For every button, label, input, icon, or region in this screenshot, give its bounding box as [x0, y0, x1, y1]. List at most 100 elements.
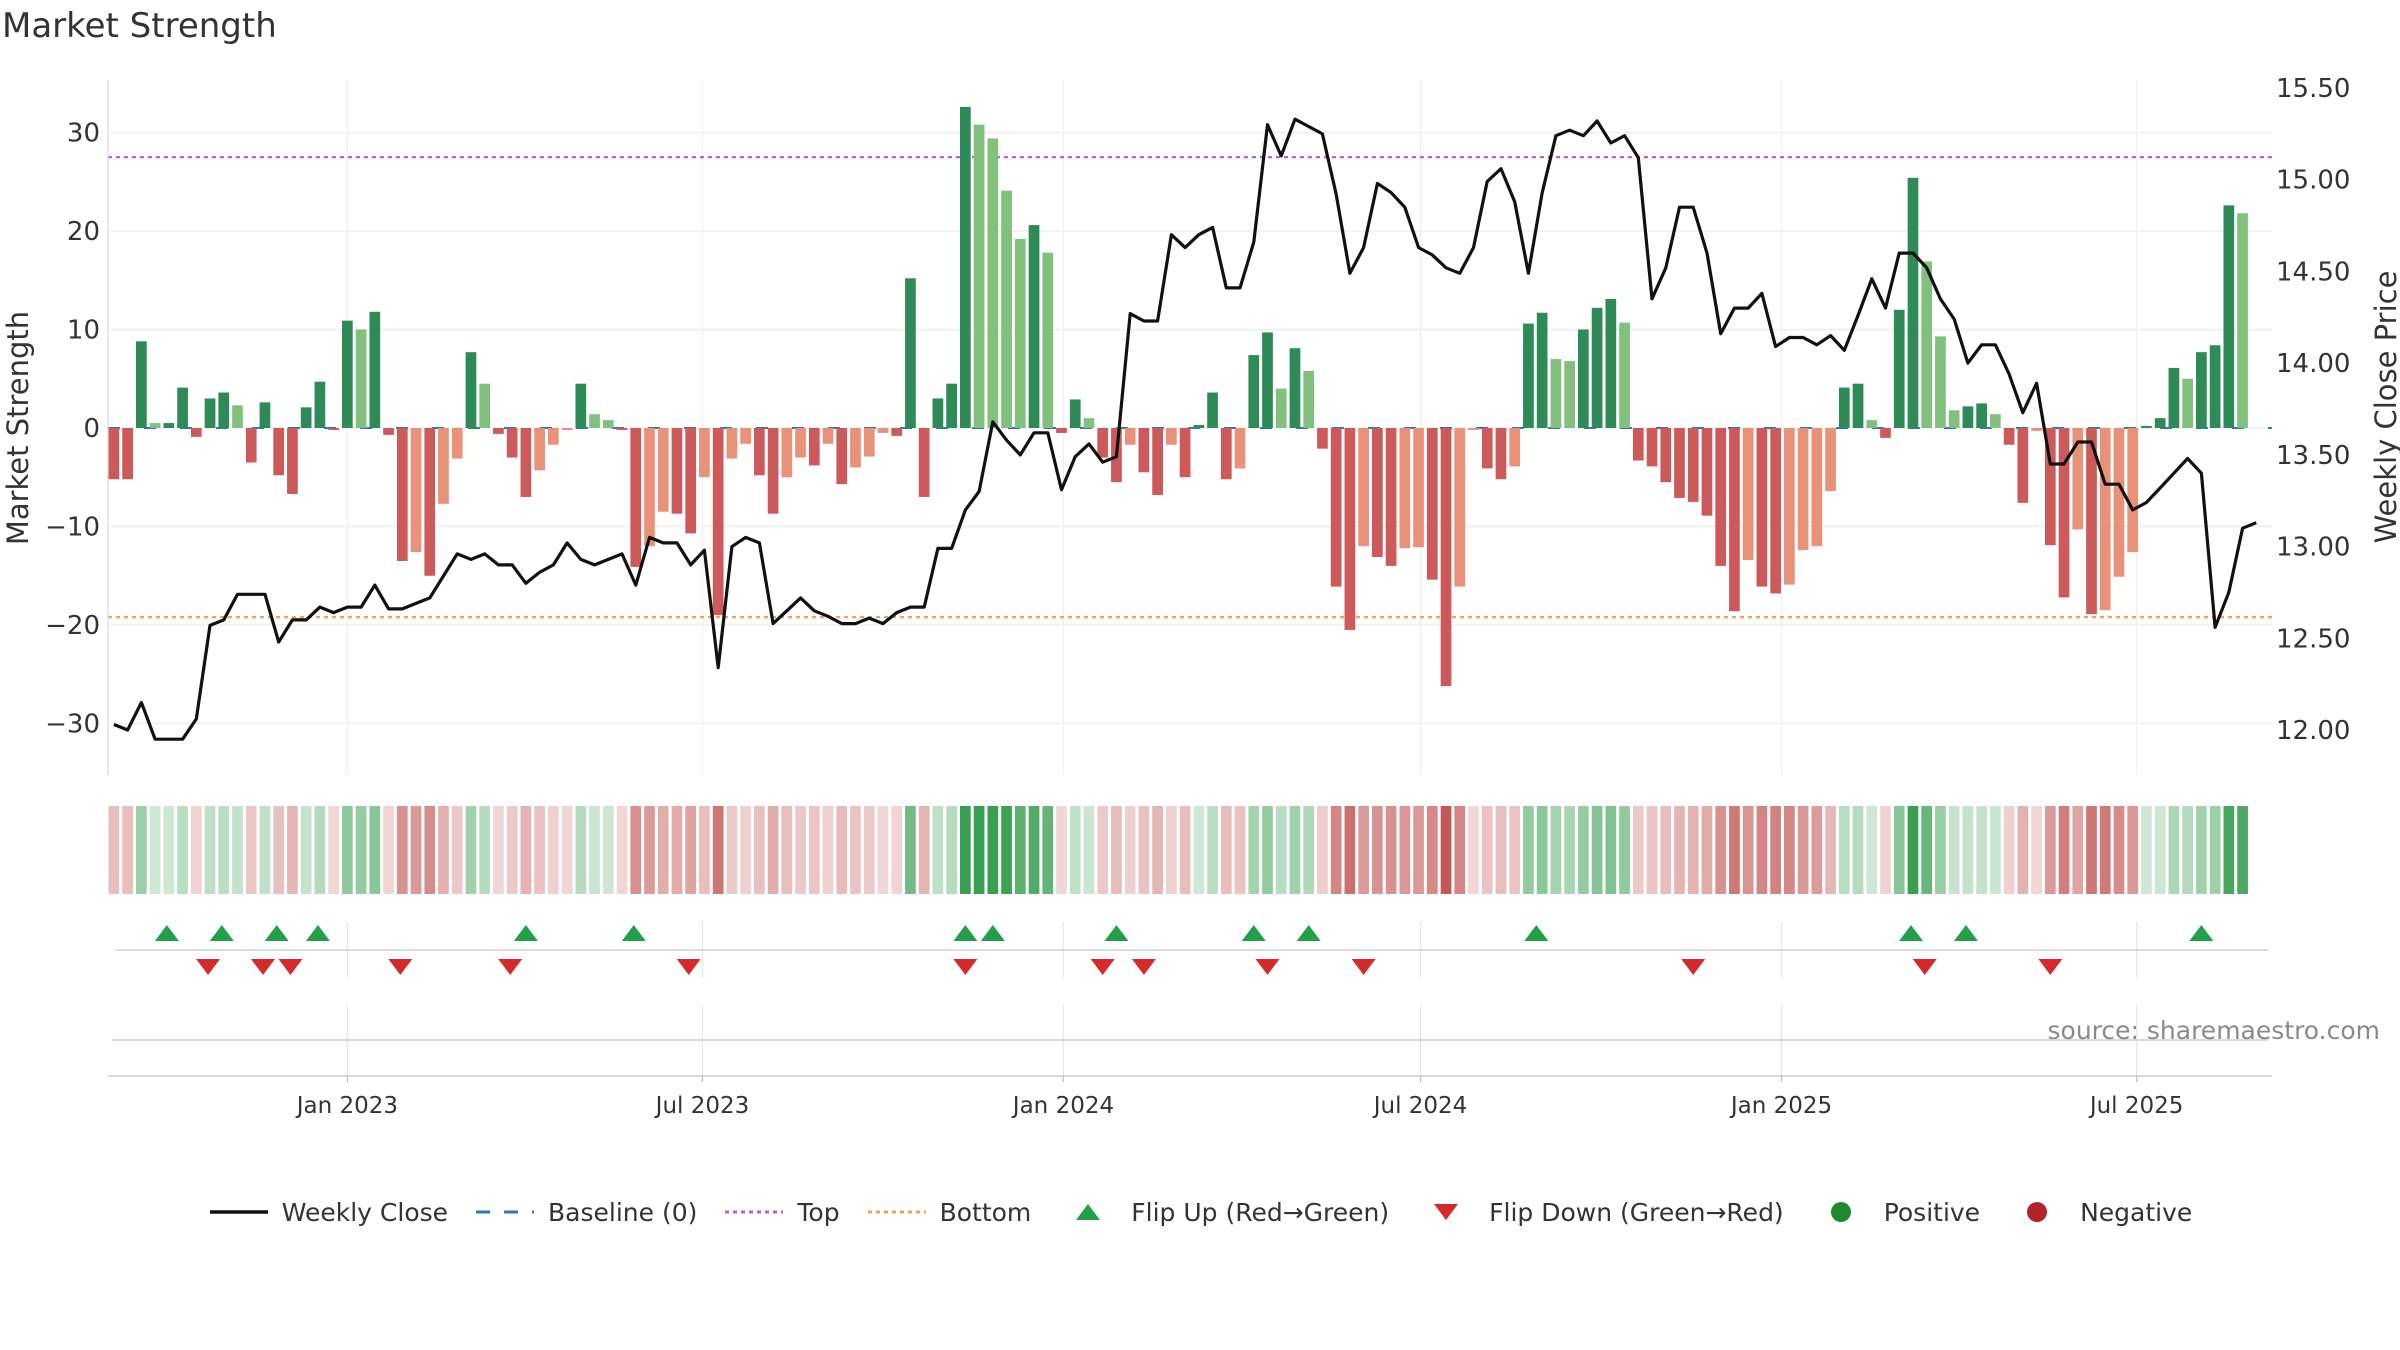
- legend-swatch: [476, 1210, 535, 1214]
- x-tick-label: Jul 2023: [654, 1093, 750, 1119]
- strength-bar: [1262, 332, 1273, 428]
- flip-up-marker: [305, 925, 330, 941]
- heat-cell: [1330, 806, 1342, 894]
- legend-label: Baseline (0): [548, 1197, 698, 1227]
- strength-bar: [1193, 425, 1205, 428]
- heat-cell: [2182, 806, 2193, 894]
- heat-cell: [630, 806, 642, 894]
- heat-cell: [1358, 806, 1369, 894]
- heat-cell: [1440, 806, 1452, 894]
- strength-bar: [1990, 414, 2001, 428]
- strength-bar: [1317, 428, 1328, 449]
- strength-bar: [355, 329, 367, 428]
- flip-down-marker: [1912, 959, 1937, 975]
- strength-bar: [149, 423, 161, 428]
- flip-down-marker: [953, 959, 978, 975]
- x-tick-label: Jan 2024: [1011, 1093, 1114, 1119]
- strength-bar: [1028, 225, 1040, 428]
- heat-cell: [232, 806, 243, 894]
- heat-cell: [149, 806, 161, 894]
- heat-cell: [1166, 806, 1177, 894]
- strength-bar: [2196, 352, 2207, 428]
- flip-markers: [115, 925, 2268, 975]
- heat-cell: [726, 806, 738, 894]
- heat-cell: [1646, 806, 1658, 894]
- heat-cell: [1468, 806, 1479, 894]
- heat-cell: [602, 806, 614, 894]
- strength-bar: [2127, 428, 2139, 553]
- heat-cell: [410, 806, 422, 894]
- heat-cell: [1481, 806, 1493, 894]
- heat-cell: [1413, 806, 1424, 894]
- strength-bar: [287, 428, 298, 494]
- strength-bar: [369, 311, 381, 428]
- strength-bar: [1715, 428, 1727, 566]
- flip-up-marker: [154, 925, 179, 941]
- heat-cell: [2141, 806, 2152, 894]
- x-tick-label: Jul 2025: [2088, 1093, 2184, 1119]
- heat-cell: [1619, 806, 1630, 894]
- strength-bar: [561, 428, 573, 430]
- heat-cell: [493, 806, 504, 894]
- heat-cell: [1687, 806, 1699, 894]
- strength-bar: [822, 428, 834, 444]
- strength-bar: [1454, 428, 1466, 587]
- heat-cell: [575, 806, 587, 894]
- strength-bar: [2072, 428, 2084, 530]
- flip-down-marker: [196, 959, 221, 975]
- strength-bar: [699, 428, 710, 478]
- heat-cell: [1797, 806, 1809, 894]
- flip-down-marker: [498, 959, 523, 975]
- heat-cell: [424, 806, 436, 894]
- strength-bar: [1330, 428, 1342, 587]
- strength-bar: [520, 428, 532, 497]
- heat-cell: [1729, 806, 1740, 894]
- heat-cell: [1770, 806, 1781, 894]
- heat-cell: [767, 806, 779, 894]
- strength-bar: [1770, 428, 1781, 594]
- heat-cell: [1536, 806, 1548, 894]
- strength-bar: [1742, 428, 1754, 560]
- strength-bar: [479, 383, 491, 428]
- strength-bar: [671, 428, 683, 514]
- heat-cell: [795, 806, 806, 894]
- strength-bar: [1838, 387, 1850, 428]
- strength-bar: [1083, 418, 1095, 428]
- heat-cell: [2127, 806, 2139, 894]
- strength-bar: [1234, 428, 1246, 469]
- chart-legend: Weekly Close Baseline (0) Top Bottom Flip Up…: [0, 1188, 2400, 1236]
- heat-cell: [712, 806, 724, 894]
- heat-cell: [2113, 806, 2125, 894]
- flip-up-marker: [1953, 925, 1978, 941]
- strength-bar: [685, 428, 697, 534]
- flip-up-marker: [1296, 925, 1321, 941]
- heat-cell: [1893, 806, 1905, 894]
- strength-bar: [1481, 428, 1493, 469]
- legend-item: Positive: [1810, 1198, 1980, 1227]
- strength-bar: [122, 428, 133, 480]
- strength-bar: [808, 428, 820, 466]
- heat-cell: [1509, 806, 1521, 894]
- strength-bar: [877, 428, 889, 433]
- strength-bar: [575, 383, 587, 428]
- heat-cell: [1564, 806, 1575, 894]
- heat-cell: [2031, 806, 2042, 894]
- heat-cell: [644, 806, 655, 894]
- heat-cell: [479, 806, 491, 894]
- y2-tick-label: 12.00: [2276, 716, 2350, 746]
- y-tick-label: −30: [45, 710, 100, 740]
- heat-cell: [1289, 806, 1301, 894]
- legend-label: Flip Down (Green→Red): [1489, 1197, 1784, 1227]
- heat-cell: [946, 806, 957, 894]
- strength-bar: [1866, 420, 1878, 428]
- heat-cell: [1990, 806, 2001, 894]
- strength-bar: [754, 428, 765, 476]
- strength-bar: [795, 428, 806, 458]
- heat-cell: [1921, 806, 1933, 894]
- heat-cell: [685, 806, 697, 894]
- strength-bar: [2058, 428, 2070, 598]
- heat-cell: [1852, 806, 1864, 894]
- heat-cell: [1069, 806, 1081, 894]
- legend-swatch: [2027, 1202, 2048, 1222]
- flip-down-marker: [1131, 959, 1156, 975]
